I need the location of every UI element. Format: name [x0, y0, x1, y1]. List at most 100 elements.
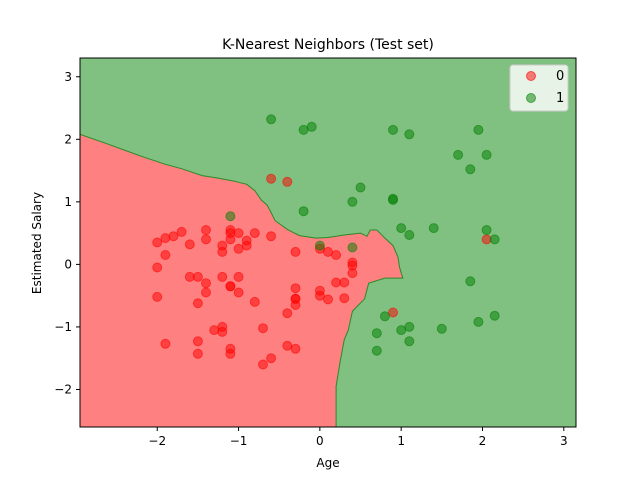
y-tick-label-0: 0: [64, 257, 72, 271]
point-class-0-29: [217, 271, 228, 282]
point-class-0-16: [217, 246, 228, 257]
point-class-0-43: [339, 277, 350, 288]
y-tick-label--1: −1: [54, 320, 72, 334]
legend-label-0: 0: [556, 69, 564, 84]
point-class-1-30: [473, 316, 484, 327]
point-class-0-3: [176, 226, 187, 237]
point-class-0-61: [290, 343, 301, 354]
x-tick-label-2: 2: [479, 434, 487, 448]
x-axis-label: Age: [316, 456, 339, 470]
point-class-0-41: [323, 294, 333, 305]
point-class-0-15: [266, 231, 277, 242]
point-class-0-57: [258, 323, 268, 334]
point-class-1-5: [473, 124, 484, 135]
y-tick-label--2: −2: [54, 382, 72, 396]
point-class-1-26: [404, 321, 415, 332]
point-class-1-0: [266, 114, 277, 125]
point-class-0-58: [258, 359, 268, 370]
point-class-0-0: [152, 237, 163, 248]
point-class-1-22: [465, 276, 476, 287]
x-tick-label--2: −2: [148, 434, 166, 448]
point-class-0-13: [249, 228, 260, 239]
point-class-0-34: [249, 296, 260, 307]
point-class-0-18: [290, 246, 301, 257]
point-class-1-27: [404, 336, 415, 347]
y-axis-label: Estimated Salary: [30, 192, 44, 294]
point-class-0-28: [192, 298, 203, 309]
point-class-1-13: [298, 206, 309, 217]
point-class-0-64: [388, 307, 398, 318]
point-class-1-21: [225, 211, 236, 222]
point-class-1-2: [306, 121, 317, 132]
point-class-1-31: [489, 310, 500, 321]
point-class-1-28: [371, 345, 382, 356]
point-class-1-20: [314, 240, 325, 251]
point-class-1-6: [453, 149, 464, 160]
plot-frame: [79, 57, 577, 428]
point-class-0-4: [184, 239, 195, 250]
point-class-0-26: [201, 278, 211, 289]
point-class-0-40: [314, 290, 325, 301]
point-class-0-38: [282, 308, 293, 319]
point-class-0-17: [233, 243, 244, 254]
point-class-1-23: [371, 328, 382, 339]
point-class-0-44: [339, 293, 350, 304]
point-class-0-2: [168, 231, 179, 242]
chart-title: K-Nearest Neighbors (Test set): [222, 37, 434, 53]
legend-marker-1: [526, 93, 536, 103]
legend-label-1: 1: [556, 91, 564, 106]
point-class-1-29: [436, 323, 447, 334]
point-class-1-14: [396, 223, 407, 234]
point-class-0-33: [233, 287, 244, 298]
point-class-0-23: [160, 250, 171, 260]
point-class-0-51: [192, 348, 203, 359]
point-class-0-63: [282, 176, 293, 187]
point-class-0-22: [152, 262, 163, 273]
legend-box: [509, 64, 569, 112]
point-class-0-59: [266, 353, 277, 364]
point-class-0-10: [225, 234, 236, 245]
point-class-0-27: [201, 287, 211, 298]
point-class-1-3: [388, 124, 398, 135]
y-tick-label-3: 3: [64, 70, 72, 84]
y-tick-label-2: 2: [64, 132, 72, 146]
point-class-1-16: [428, 223, 439, 234]
x-tick-label-1: 1: [397, 434, 405, 448]
point-class-0-35: [290, 283, 301, 294]
point-class-1-15: [404, 230, 415, 240]
point-class-0-48: [152, 291, 163, 302]
point-class-1-8: [465, 164, 476, 175]
x-tick-label-3: 3: [560, 434, 568, 448]
point-class-0-21: [331, 250, 342, 260]
x-tick-label-0: 0: [316, 434, 324, 448]
point-class-0-56: [225, 343, 236, 354]
point-class-0-54: [217, 326, 228, 337]
y-tick-label-1: 1: [64, 195, 72, 209]
legend-marker-0: [526, 71, 536, 81]
point-class-1-10: [347, 196, 358, 207]
point-class-0-6: [201, 234, 211, 245]
point-class-0-49: [160, 338, 171, 349]
point-class-0-62: [266, 173, 277, 184]
point-class-0-11: [233, 228, 244, 239]
x-tick-label--1: −1: [230, 434, 248, 448]
point-class-1-17: [481, 225, 492, 235]
point-class-1-9: [355, 182, 366, 193]
legend: 0 1: [509, 64, 569, 112]
point-class-1-19: [347, 242, 358, 253]
point-class-0-47: [347, 260, 358, 271]
point-class-1-4: [404, 129, 415, 140]
point-class-0-42: [331, 277, 342, 288]
point-class-0-30: [233, 271, 244, 282]
point-class-0-1: [160, 233, 171, 244]
point-class-0-66: [290, 293, 301, 304]
point-class-0-5: [201, 225, 211, 235]
point-class-1-7: [481, 149, 492, 160]
point-class-0-60: [282, 340, 293, 351]
point-class-1-24: [379, 311, 390, 322]
point-class-1-18: [489, 234, 500, 245]
point-class-0-50: [192, 336, 203, 347]
point-class-0-25: [192, 271, 203, 282]
point-class-1-12: [388, 195, 398, 205]
